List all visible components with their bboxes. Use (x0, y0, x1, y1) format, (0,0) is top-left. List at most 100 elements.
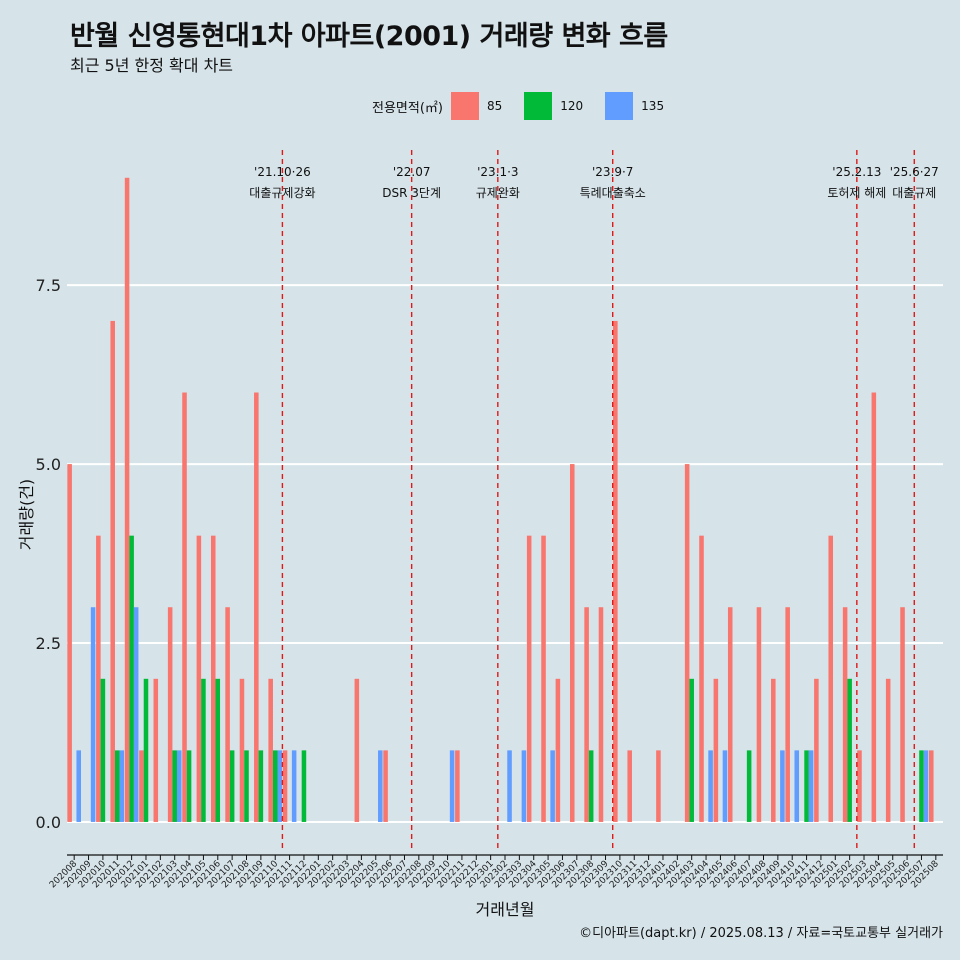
bar (449, 750, 455, 822)
bar (225, 607, 230, 822)
bar (808, 750, 814, 822)
bar (804, 750, 809, 822)
bar (713, 678, 719, 822)
legend-label-85: 85 (486, 99, 503, 113)
bar (746, 750, 752, 822)
bar (229, 750, 235, 822)
legend-key-120 (524, 92, 553, 120)
bar (541, 535, 546, 822)
bar (780, 750, 785, 822)
bar (139, 750, 144, 822)
bar (119, 750, 125, 822)
bar (928, 750, 934, 822)
event-label: '25.2.13 (832, 165, 881, 179)
bar (842, 607, 848, 822)
bar (847, 678, 852, 822)
bar (627, 750, 632, 822)
bar (172, 750, 177, 822)
bar (871, 392, 877, 822)
legend-key-135 (605, 92, 634, 120)
bar (794, 750, 800, 822)
bar (110, 320, 115, 822)
bar (923, 750, 929, 822)
bar (550, 750, 555, 822)
bar (756, 607, 762, 822)
event-label: 대출규제 (892, 186, 936, 200)
source-caption: ©디아파트(dapt.kr) / 2025.08.13 / 자료=국토교통부 실… (579, 926, 943, 941)
bar (196, 535, 202, 822)
bar (708, 750, 713, 822)
event-label: DSR 3단계 (382, 186, 441, 200)
chart-title: 반월 신영통현대1차 아파트(2001) 거래량 변화 흐름 (70, 21, 668, 52)
bar (258, 750, 264, 822)
event-label: '22.07 (393, 165, 431, 179)
bar (282, 750, 288, 822)
bar (383, 750, 388, 822)
event-label: '25.6·27 (890, 165, 939, 179)
bar (857, 750, 862, 822)
bar (291, 750, 297, 822)
x-axis-title: 거래년월 (476, 900, 535, 919)
bar (186, 750, 192, 822)
event-label: 대출규제강화 (249, 186, 315, 200)
bar (210, 535, 216, 822)
event-label: 토허제 해제 (827, 186, 886, 200)
bar (455, 750, 460, 822)
bar (584, 607, 589, 822)
y-tick-label: 5.0 (36, 455, 61, 474)
event-label: 특례대출축소 (580, 186, 646, 200)
bar (814, 678, 819, 822)
bar (828, 535, 834, 822)
bar (521, 750, 527, 822)
bar (507, 750, 512, 822)
bar (301, 750, 307, 822)
bar (96, 535, 101, 822)
bar (722, 750, 728, 822)
bar (598, 607, 604, 822)
bar (885, 678, 891, 822)
legend-key-85 (450, 92, 479, 120)
bar (133, 607, 139, 822)
bar (76, 750, 82, 822)
event-label: '23.9·7 (592, 165, 633, 179)
legend: 전용면적(㎡) 85 120 135 (372, 92, 686, 120)
y-tick-label: 2.5 (36, 634, 61, 653)
bar (684, 464, 690, 822)
chart-subtitle: 최근 5년 한정 확대 차트 (70, 56, 234, 75)
bar (378, 750, 383, 822)
legend-label-135: 135 (641, 99, 665, 113)
bar (201, 678, 206, 822)
bar (143, 678, 149, 822)
bar (182, 392, 187, 822)
legend-label-120: 120 (560, 99, 584, 113)
bar (569, 464, 575, 822)
bar (785, 607, 790, 822)
bar (239, 678, 245, 822)
bar (727, 607, 733, 822)
bar (254, 392, 259, 822)
bar (167, 607, 173, 822)
y-axis-title: 거래량(건) (17, 479, 36, 550)
bar (153, 678, 159, 822)
bar (114, 750, 120, 822)
bar (272, 750, 278, 822)
bar (100, 678, 106, 822)
event-label: '21.10·26 (254, 165, 311, 179)
bar (656, 750, 661, 822)
bar (689, 678, 694, 822)
event-label: 규제완화 (476, 186, 520, 200)
bar (555, 678, 561, 822)
bar (176, 750, 182, 822)
bar (277, 750, 283, 822)
y-tick-label: 0.0 (36, 813, 61, 832)
bar (588, 750, 594, 822)
y-tick-label: 7.5 (36, 276, 61, 295)
bar (244, 750, 249, 822)
bar (215, 678, 221, 822)
bar (354, 678, 360, 822)
bar (129, 535, 134, 822)
bar (919, 750, 924, 822)
legend-title: 전용면적(㎡) (372, 100, 443, 116)
bar (268, 678, 273, 822)
